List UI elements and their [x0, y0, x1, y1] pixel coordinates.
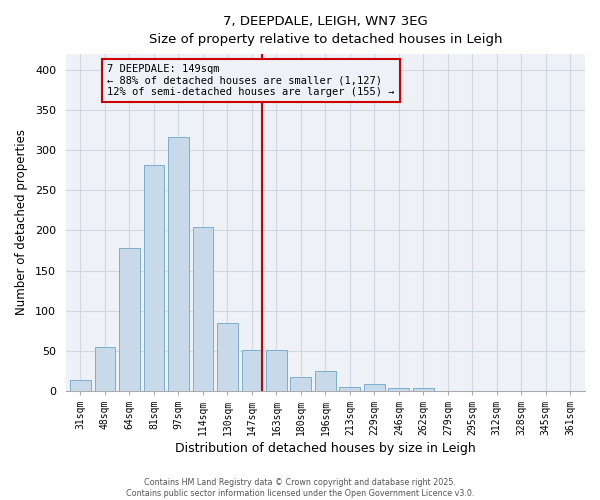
Bar: [70, 380, 91, 391]
Text: 7 DEEPDALE: 149sqm
← 88% of detached houses are smaller (1,127)
12% of semi-deta: 7 DEEPDALE: 149sqm ← 88% of detached hou…: [107, 64, 395, 97]
Bar: [290, 377, 311, 391]
Bar: [315, 370, 336, 391]
Bar: [217, 324, 238, 391]
Y-axis label: Number of detached properties: Number of detached properties: [15, 130, 28, 316]
Bar: [242, 350, 262, 391]
Bar: [364, 384, 385, 391]
Bar: [413, 388, 434, 391]
Title: 7, DEEPDALE, LEIGH, WN7 3EG
Size of property relative to detached houses in Leig: 7, DEEPDALE, LEIGH, WN7 3EG Size of prop…: [149, 15, 502, 46]
Bar: [143, 164, 164, 391]
X-axis label: Distribution of detached houses by size in Leigh: Distribution of detached houses by size …: [175, 442, 476, 455]
Bar: [388, 388, 409, 391]
Bar: [95, 348, 115, 391]
Bar: [266, 350, 287, 391]
Bar: [119, 248, 140, 391]
Text: Contains HM Land Registry data © Crown copyright and database right 2025.
Contai: Contains HM Land Registry data © Crown c…: [126, 478, 474, 498]
Bar: [168, 136, 189, 391]
Bar: [340, 387, 360, 391]
Bar: [193, 228, 214, 391]
